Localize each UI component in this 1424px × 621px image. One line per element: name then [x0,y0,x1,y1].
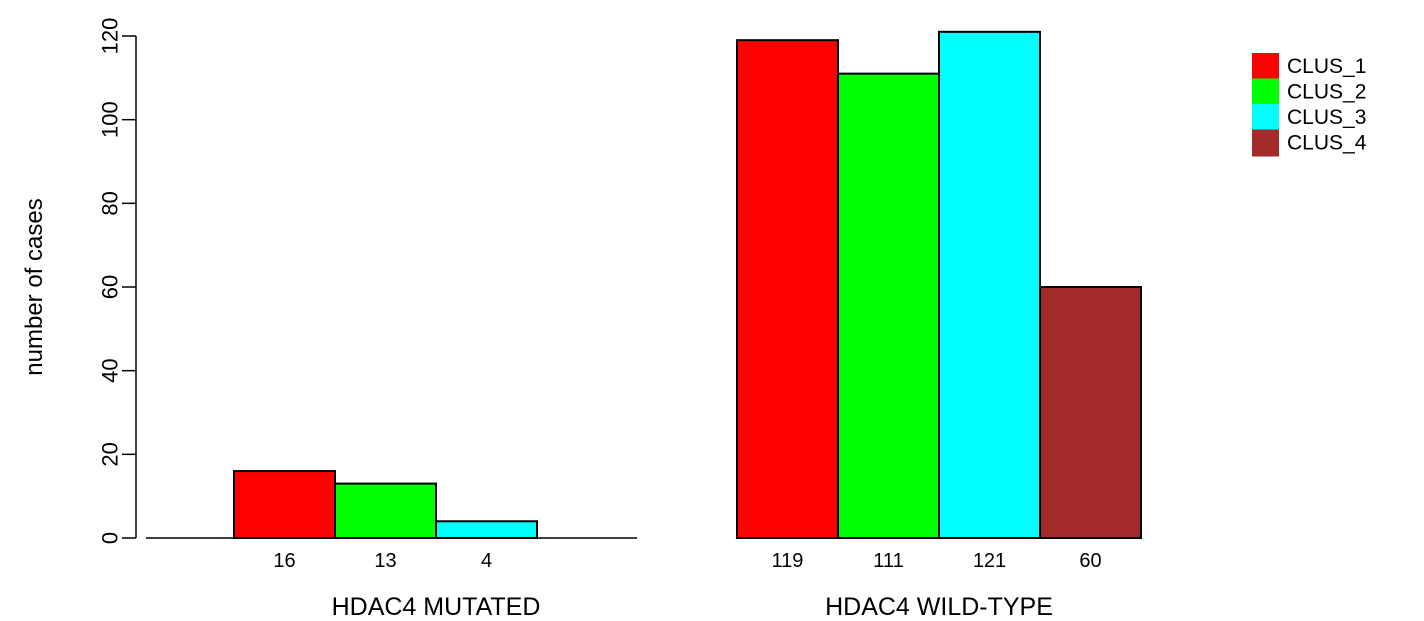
y-axis-label: number of cases [21,198,48,375]
bar-count-label: 4 [481,550,492,572]
bar-group: 119 111 121 60 HDAC4 WILD-TYPE [736,30,1142,621]
legend-swatch [1252,104,1279,131]
y-axis: 0 20 40 60 80 100 120 [98,18,137,544]
bar-count-label: 119 [772,550,804,572]
bar-count-label: 111 [873,550,903,572]
bar-clus-2 [837,72,940,540]
y-tick-label: 120 [98,18,123,55]
category-label: HDAC4 MUTATED [332,593,541,621]
bar-clus-2 [334,482,437,540]
bar-count-label: 60 [1079,550,1101,572]
legend-swatch [1252,78,1279,106]
bar-count-label: 121 [973,550,1006,572]
legend-label: CLUS_4 [1287,132,1367,155]
legend-label: CLUS_3 [1287,106,1366,129]
y-tick-label: 100 [98,101,123,138]
legend-label: CLUS_2 [1287,81,1366,104]
y-tick-label: 20 [98,442,123,466]
legend-swatch [1252,129,1279,157]
legend-swatch [1252,53,1279,80]
y-tick-label: 0 [98,532,123,544]
y-tick-label: 80 [98,191,123,215]
bar-clus-3 [938,30,1041,539]
legend-label: CLUS_1 [1287,55,1366,78]
bar-count-label: 13 [374,550,396,572]
bar-clus-1 [736,39,839,540]
bar-clus-1 [233,470,336,540]
category-label: HDAC4 WILD-TYPE [825,593,1053,621]
bar-count-label: 16 [273,550,295,572]
bar-clus-4 [1039,286,1142,539]
y-tick-label: 40 [98,358,123,382]
y-tick-label: 60 [98,275,123,299]
bar-group: 16 13 4 HDAC4 MUTATED [146,470,637,621]
bar-groups: 16 13 4 HDAC4 MUTATED 119 111 121 60 HDAC4 WILD-… [146,30,1142,621]
bar-clus-3 [435,520,538,539]
